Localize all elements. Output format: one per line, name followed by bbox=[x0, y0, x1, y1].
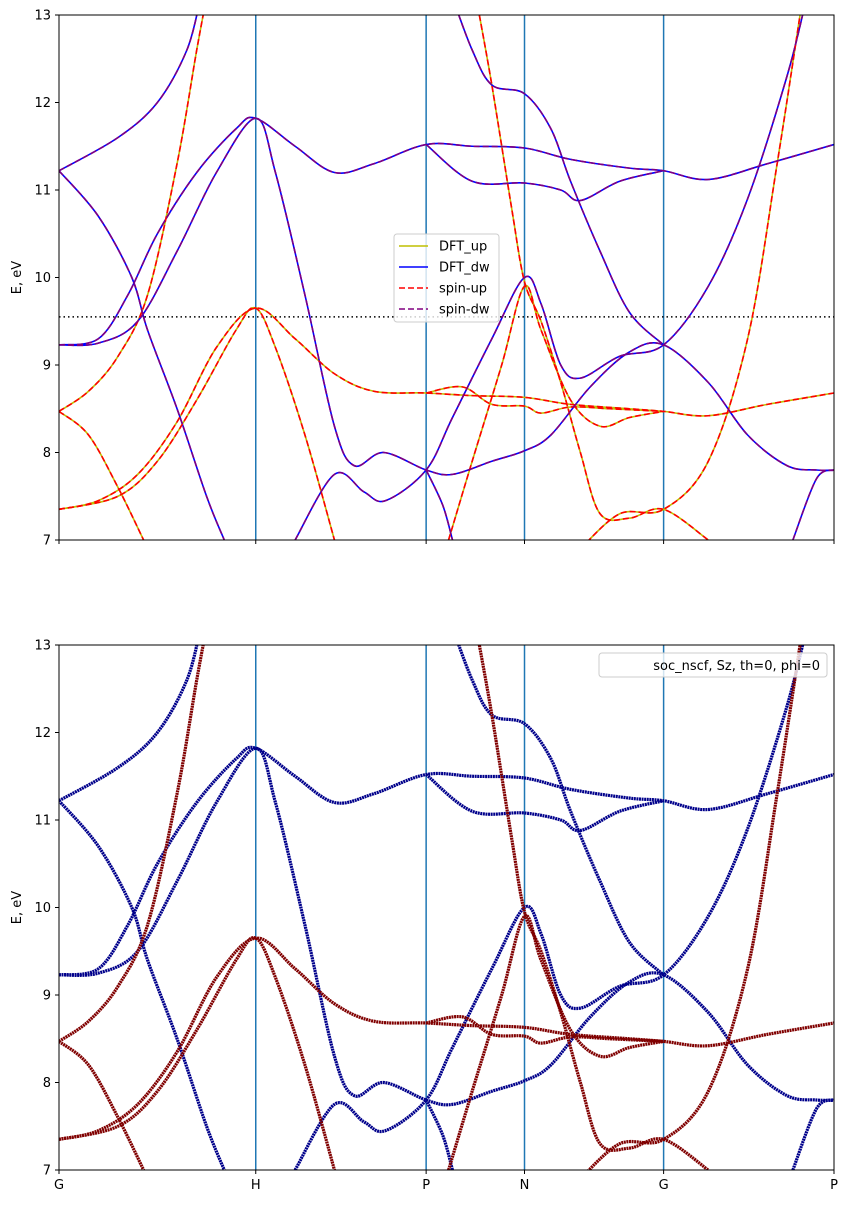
sz-down-band bbox=[59, 745, 834, 977]
band-line-spin-up bbox=[447, 284, 664, 540]
axes-frame bbox=[58, 644, 835, 1171]
band-line-DFT_up bbox=[59, 307, 834, 511]
sz-down-band bbox=[59, 799, 226, 1170]
band-line-spin-dw bbox=[294, 15, 804, 540]
sz-up-band bbox=[59, 936, 834, 1141]
y-tick-label: 11 bbox=[34, 814, 51, 829]
legend-label: spin-dw bbox=[439, 303, 490, 318]
sz-down-band bbox=[424, 1099, 455, 1170]
band-line-DFT_dw bbox=[792, 469, 834, 540]
band-line-spin-dw bbox=[792, 469, 834, 540]
band-line-DFT_dw bbox=[294, 15, 804, 540]
sz-up-band bbox=[447, 914, 664, 1170]
sz-up-band bbox=[59, 1040, 146, 1170]
legend: soc_nscf, Sz, th=0, phi=0 bbox=[598, 652, 828, 678]
top-band-plot: 7 8 9 10 11 12 13 DFT_up DFT_dw spin-up spin-dw bbox=[34, 9, 835, 549]
legend: DFT_up DFT_dw spin-up spin-dw bbox=[393, 233, 500, 323]
legend-label: DFT_up bbox=[439, 240, 487, 255]
sz-up-band bbox=[425, 1014, 664, 1045]
band-line-spin-up bbox=[478, 15, 709, 540]
sz-down-band bbox=[59, 746, 834, 1107]
x-tick-label: P bbox=[422, 1178, 430, 1193]
band-line-DFT_up bbox=[478, 15, 709, 540]
band-line-DFT_dw bbox=[59, 15, 198, 172]
band-line-spin-up bbox=[587, 15, 801, 540]
y-tick-label: 10 bbox=[34, 901, 51, 916]
band-line-spin-up bbox=[59, 15, 205, 413]
x-tick-label: G bbox=[54, 1178, 64, 1193]
legend-label: DFT_dw bbox=[439, 261, 490, 276]
y-tick-label: 12 bbox=[34, 96, 51, 111]
y-tick-label: 8 bbox=[43, 446, 51, 461]
band-line-spin-dw bbox=[59, 116, 834, 346]
x-tick-label: G bbox=[659, 1178, 669, 1193]
legend-label: soc_nscf, Sz, th=0, phi=0 bbox=[653, 659, 820, 674]
sz-down-band bbox=[457, 645, 665, 977]
band-line-spin-dw bbox=[59, 170, 226, 540]
sz-up-band bbox=[477, 645, 710, 1170]
y-tick-label: 9 bbox=[43, 359, 51, 374]
legend-box bbox=[598, 652, 828, 678]
y-tick-label: 9 bbox=[43, 989, 51, 1004]
band-line-spin-dw bbox=[457, 15, 665, 346]
legend-box bbox=[393, 233, 500, 323]
y-axis-label-bottom: E, eV bbox=[10, 891, 25, 924]
band-line-DFT_up bbox=[59, 15, 205, 413]
y-tick-label: 13 bbox=[34, 9, 51, 24]
band-line-spin-up bbox=[59, 307, 834, 511]
band-line-DFT_up bbox=[587, 15, 801, 540]
legend-label: spin-up bbox=[439, 282, 487, 297]
y-tick-label: 11 bbox=[34, 184, 51, 199]
sz-up-band bbox=[586, 645, 802, 1170]
band-line-spin-up bbox=[425, 385, 664, 414]
band-line-spin-dw bbox=[59, 15, 198, 172]
sz-down-band bbox=[293, 645, 805, 1170]
sz-down-band bbox=[425, 773, 664, 833]
band-line-spin-up bbox=[59, 410, 145, 540]
x-tick-label: P bbox=[830, 1178, 838, 1193]
band-line-spin-dw bbox=[425, 469, 454, 540]
band-line-spin-dw bbox=[425, 143, 664, 202]
band-line-DFT_up bbox=[59, 410, 145, 540]
band-line-DFT_up bbox=[447, 284, 664, 540]
band-line-DFT_dw bbox=[59, 170, 226, 540]
y-tick-label: 7 bbox=[43, 534, 51, 549]
band-line-DFT_dw bbox=[425, 469, 454, 540]
sz-down-band bbox=[791, 1098, 834, 1170]
y-tick-label: 7 bbox=[43, 1164, 51, 1179]
band-line-spin-up bbox=[59, 306, 336, 540]
sz-up-band bbox=[59, 645, 205, 1043]
x-tick-label: H bbox=[251, 1178, 261, 1193]
x-tick-label: N bbox=[520, 1178, 530, 1193]
y-tick-label: 12 bbox=[34, 726, 51, 741]
plot-area bbox=[59, 645, 834, 1170]
sz-up-band bbox=[59, 936, 336, 1170]
y-tick-label: 10 bbox=[34, 271, 51, 286]
plot-area bbox=[59, 15, 834, 540]
y-tick-label: 8 bbox=[43, 1076, 51, 1091]
y-tick-label: 13 bbox=[34, 639, 51, 654]
sz-down-band bbox=[59, 645, 199, 803]
y-axis-label-top: E, eV bbox=[10, 261, 25, 294]
